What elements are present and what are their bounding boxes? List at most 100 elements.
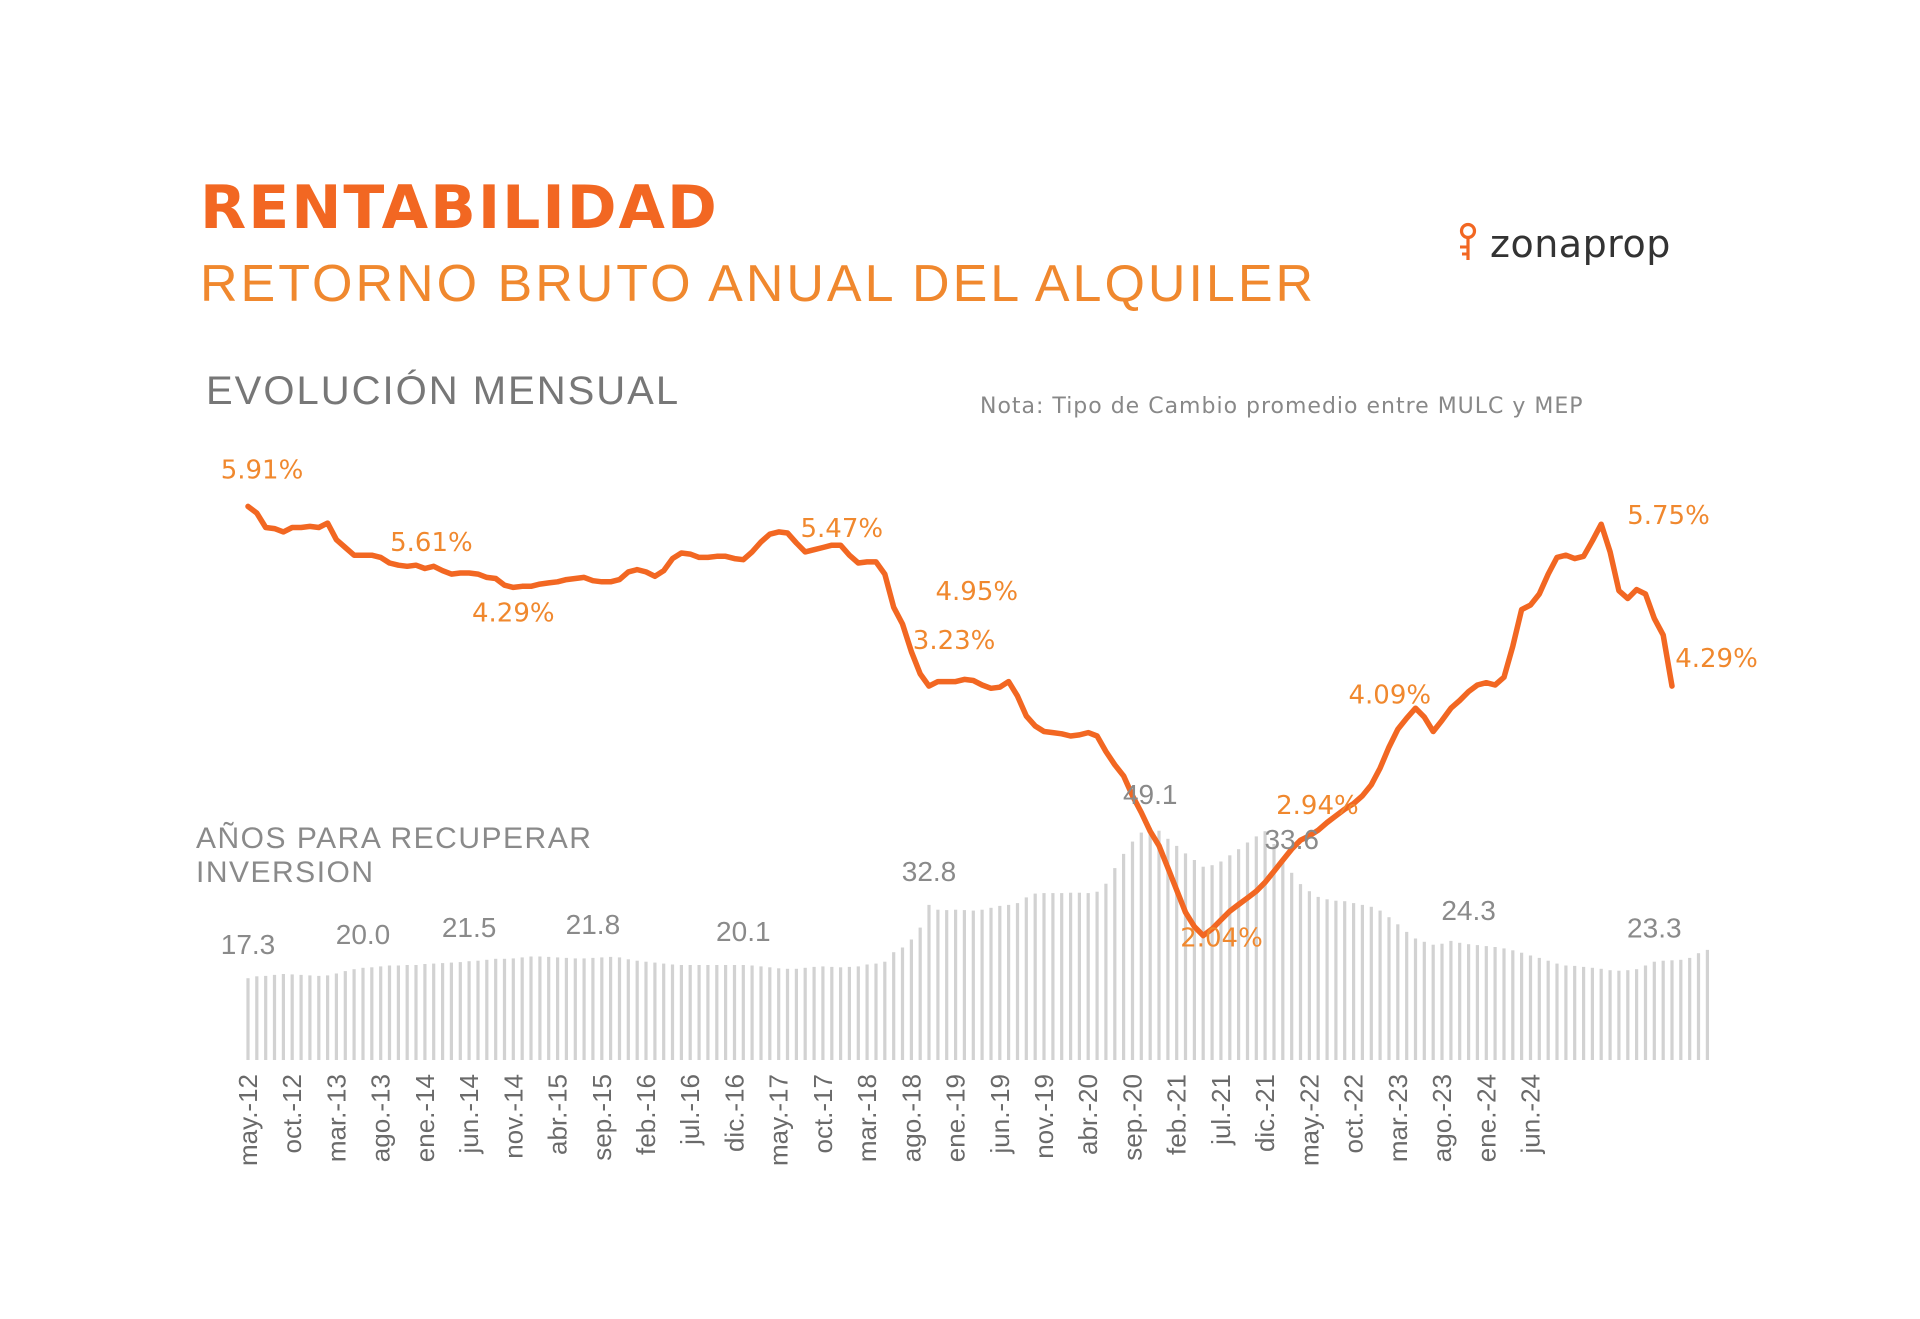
bar: [1007, 904, 1011, 1060]
bar: [927, 904, 931, 1060]
x-tick-label: abr.-15: [543, 1074, 573, 1155]
bar: [962, 910, 966, 1060]
bar: [1104, 883, 1108, 1060]
bar: [432, 963, 436, 1060]
bar: [1069, 892, 1073, 1060]
bar: [679, 965, 683, 1060]
bar: [1449, 940, 1453, 1060]
bar: [980, 909, 984, 1060]
bar: [1077, 892, 1081, 1060]
chart-title: RENTABILIDAD: [200, 173, 719, 243]
bar-data-label: 20.1: [716, 916, 771, 947]
bar: [1290, 872, 1294, 1060]
bar-series: [246, 827, 1709, 1060]
bar: [556, 957, 560, 1060]
bar: [1520, 952, 1524, 1060]
line-data-label: 5.47%: [800, 514, 883, 544]
bar: [529, 956, 533, 1060]
bar: [609, 956, 613, 1060]
x-tick-label: jun.-24: [1516, 1074, 1546, 1155]
line-series: [245, 503, 1675, 939]
x-tick-label: abr.-20: [1073, 1074, 1103, 1155]
bar: [741, 965, 745, 1060]
line-data-label: 4.29%: [472, 598, 555, 628]
bar: [715, 965, 719, 1060]
line-data-labels: 5.91% 5.61% 4.29% 5.47% 4.95% 3.23% 2.04% 2.94%…: [221, 455, 1758, 953]
bar: [989, 907, 993, 1060]
bar: [1130, 841, 1135, 1060]
bar: [971, 910, 975, 1060]
bar-data-labels: 17.3 20.0 21.5 21.8 20.1 32.8 49.1 33.6 24.3 23.3: [221, 779, 1682, 960]
bar-data-label: 33.6: [1264, 824, 1319, 855]
bar: [1626, 970, 1630, 1060]
bar: [1573, 965, 1577, 1060]
bar: [1015, 903, 1020, 1060]
bar: [1387, 917, 1391, 1060]
line-data-label: 2.94%: [1276, 791, 1359, 821]
bar: [856, 966, 860, 1060]
bar: [1546, 960, 1550, 1060]
line-data-label: 3.23%: [913, 626, 996, 656]
bar: [1599, 968, 1603, 1060]
x-tick-label: feb.-16: [631, 1074, 661, 1155]
x-tick-label: oct.-17: [808, 1074, 838, 1154]
bar: [1705, 949, 1709, 1060]
bar: [1024, 897, 1028, 1060]
bar: [405, 965, 409, 1060]
bar: [1086, 893, 1090, 1060]
bar: [1635, 969, 1639, 1060]
bar: [777, 968, 781, 1060]
bar: [724, 965, 728, 1060]
bar-data-label: 23.3: [1627, 913, 1682, 944]
bar: [1122, 853, 1126, 1060]
bar: [1369, 906, 1373, 1060]
x-tick-label: sep.-15: [587, 1074, 617, 1161]
bar: [617, 957, 622, 1060]
bar: [706, 965, 710, 1060]
bar: [1343, 901, 1347, 1060]
x-tick-label: mar.-23: [1383, 1074, 1413, 1162]
bar: [1405, 931, 1409, 1060]
bar: [653, 962, 657, 1060]
bar: [945, 910, 949, 1060]
bar: [1582, 966, 1586, 1060]
line-data-label: 4.29%: [1675, 644, 1758, 674]
bar: [1617, 970, 1621, 1060]
bar: [246, 978, 250, 1060]
bar: [1564, 965, 1568, 1060]
bars-title-line1: AÑOS PARA RECUPERAR: [196, 821, 592, 855]
line-data-label: 2.04%: [1180, 923, 1263, 953]
bar: [1670, 960, 1674, 1060]
bar: [1537, 957, 1541, 1060]
bar: [688, 965, 692, 1060]
bar: [1325, 899, 1329, 1060]
bar: [476, 960, 480, 1060]
chart-subtitle: RETORNO BRUTO ANUAL DEL ALQUILER: [200, 255, 1317, 313]
bar: [1095, 891, 1099, 1060]
bar: [1192, 860, 1196, 1060]
bar: [1042, 893, 1046, 1060]
bar: [361, 967, 365, 1060]
bar: [732, 965, 737, 1060]
bar: [1608, 970, 1612, 1060]
bar-data-label: 49.1: [1123, 779, 1178, 810]
x-tick-label: ago.-13: [366, 1074, 396, 1162]
chart-note: Nota: Tipo de Cambio promedio entre MULC…: [980, 394, 1584, 419]
bars-title-line2: INVERSION: [196, 856, 375, 889]
logo-text: zonaprop: [1490, 222, 1671, 266]
bar: [697, 965, 701, 1060]
bar: [414, 965, 418, 1060]
bar: [1422, 941, 1426, 1060]
bar: [1696, 953, 1701, 1060]
bar: [1458, 942, 1462, 1060]
x-tick-label: mar.-13: [321, 1074, 351, 1162]
bar: [830, 966, 834, 1060]
line-data-label: 5.91%: [221, 455, 304, 485]
bar: [936, 909, 940, 1060]
x-tick-label: ago.-23: [1427, 1074, 1457, 1162]
x-axis-tick-labels: may.-12 oct.-12 mar.-13 ago.-13 ene.-14 jun.-…: [233, 1074, 1546, 1166]
bar: [670, 964, 675, 1060]
bar: [865, 964, 869, 1060]
bar: [1502, 948, 1506, 1060]
